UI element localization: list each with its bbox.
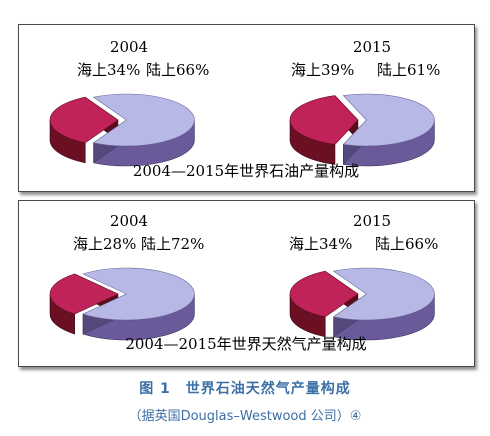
chart-title-0: 2004—2015年世界石油产量构成 xyxy=(133,162,359,180)
onshore-label-1-0: 陆上72% xyxy=(141,235,204,253)
year-label-0-1: 2015 xyxy=(353,38,391,56)
slice-offshore-1-0 xyxy=(49,273,119,315)
pie-1-0 xyxy=(49,267,195,341)
onshore-label-0-0: 陆上66% xyxy=(146,61,209,79)
offshore-label-0-0: 海上34% xyxy=(77,61,140,79)
slice-offshore-0-1 xyxy=(289,95,359,145)
chart-title-1: 2004—2015年世界天然气产量构成 xyxy=(125,335,366,353)
slice-onshore-1-0 xyxy=(82,267,195,321)
slice-offshore-1-1 xyxy=(289,270,359,318)
gas-chart-panel: 2004 海上28% 陆上72% 2015 海上34% 陆上66% 2004—2015年世界… xyxy=(18,200,475,367)
figure-title: 图 1 世界石油天然气产量构成 xyxy=(139,381,351,397)
oil-chart-svg: 2004 海上34% 陆上66% 2015 海上39% 陆上61% 2004—2015年世界… xyxy=(49,38,440,180)
year-label-1-1: 2015 xyxy=(353,212,391,230)
onshore-label-1-1: 陆上66% xyxy=(375,235,438,253)
figure-source: （据英国Douglas–Westwood 公司）④ xyxy=(128,409,362,424)
onshore-label-0-1: 陆上61% xyxy=(377,61,440,79)
slice-onshore-0-1 xyxy=(342,93,435,147)
pie-1-1 xyxy=(289,267,435,341)
offshore-label-1-1: 海上34% xyxy=(289,235,352,253)
offshore-label-0-1: 海上39% xyxy=(291,61,354,79)
year-label-1-0: 2004 xyxy=(110,212,148,230)
oil-chart-panel: 2004 海上34% 陆上66% 2015 海上39% 陆上61% 2004—2015年世界… xyxy=(18,24,475,192)
pie-0-0 xyxy=(49,93,195,167)
slice-onshore-0-0 xyxy=(92,93,195,147)
slice-offshore-0-0 xyxy=(49,96,119,144)
year-label-0-0: 2004 xyxy=(110,38,148,56)
slice-onshore-1-1 xyxy=(332,267,435,321)
offshore-label-1-0: 海上28% xyxy=(73,235,136,253)
pie-0-1 xyxy=(289,93,435,167)
